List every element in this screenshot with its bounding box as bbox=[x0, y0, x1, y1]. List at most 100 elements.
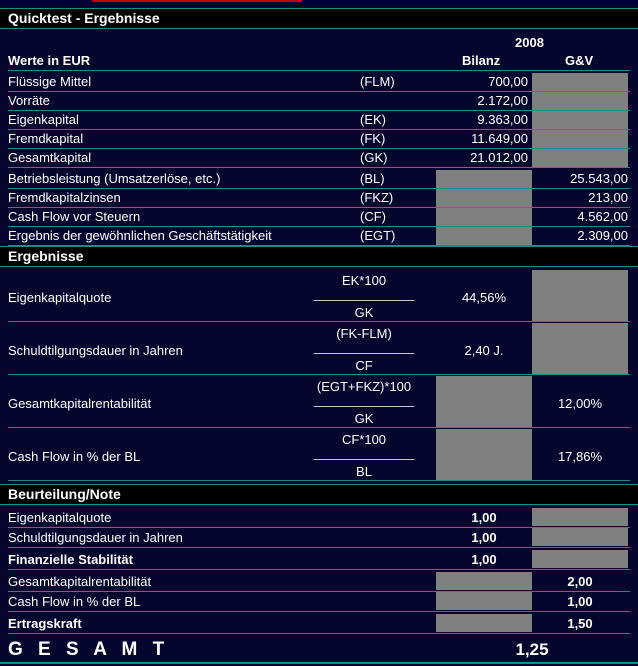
grey-cell bbox=[436, 429, 532, 480]
input-value-bilanz: 11.649,00 bbox=[471, 131, 528, 146]
row-divider bbox=[8, 188, 630, 189]
formula-fraction-line bbox=[314, 353, 414, 354]
row-divider bbox=[8, 110, 630, 111]
input-row-label: Cash Flow vor Steuern bbox=[8, 209, 141, 224]
section-header-ergebnisse: Ergebnisse bbox=[0, 246, 638, 267]
result-row-label: Eigenkapitalquote bbox=[8, 290, 112, 305]
row-divider bbox=[8, 245, 630, 246]
formula-denominator: GK bbox=[354, 305, 374, 320]
input-value-guv: 213,00 bbox=[588, 190, 628, 205]
rating-value-guv: 2,00 bbox=[567, 574, 593, 589]
rating-value-bilanz: 1,00 bbox=[471, 530, 497, 545]
row-divider bbox=[8, 374, 630, 375]
input-value-bilanz: 2.172,00 bbox=[477, 93, 528, 108]
formula-denominator: BL bbox=[356, 464, 372, 479]
total-value: 1,25 bbox=[515, 640, 549, 659]
input-row-label: Eigenkapital bbox=[8, 112, 79, 127]
row-divider bbox=[8, 167, 630, 168]
input-row-label: Fremdkapital bbox=[8, 131, 84, 146]
grey-cell bbox=[436, 572, 532, 590]
grey-cell bbox=[532, 111, 628, 129]
result-row-label: Cash Flow in % der BL bbox=[8, 449, 141, 464]
rating-value-guv: 1,50 bbox=[567, 616, 593, 631]
rating-row-label: Finanzielle Stabilität bbox=[8, 552, 133, 567]
top-strip bbox=[0, 0, 638, 4]
result-row-label: Schuldtilgungsdauer in Jahren bbox=[8, 343, 183, 358]
red-accent-line bbox=[92, 0, 302, 2]
formula-fraction-line bbox=[314, 459, 414, 460]
section-header-beurteilung: Beurteilung/Note bbox=[0, 484, 638, 505]
header-underline bbox=[8, 70, 630, 71]
result-value-bilanz: 2,40 J. bbox=[464, 343, 504, 358]
formula-numerator: EK*100 bbox=[341, 273, 387, 288]
row-divider bbox=[8, 569, 630, 570]
row-divider bbox=[8, 591, 630, 592]
grey-cell bbox=[436, 208, 532, 226]
row-divider bbox=[8, 547, 630, 548]
formula-numerator: (EGT+FKZ)*100 bbox=[316, 379, 412, 394]
input-value-guv: 25.543,00 bbox=[570, 171, 628, 186]
bottom-line bbox=[0, 662, 638, 664]
row-divider bbox=[8, 633, 630, 634]
result-value-guv: 17,86% bbox=[557, 449, 603, 464]
year-label: 2008 bbox=[515, 35, 544, 50]
column-header-guv: G&V bbox=[565, 53, 594, 68]
grey-cell bbox=[532, 508, 628, 526]
rating-row-label: Ertragskraft bbox=[8, 616, 82, 631]
rating-value-bilanz: 1,00 bbox=[471, 510, 497, 525]
rating-value-bilanz: 1,00 bbox=[471, 552, 497, 567]
grey-cell bbox=[532, 149, 628, 167]
input-value-guv: 4.562,00 bbox=[577, 209, 628, 224]
rating-row-label: Cash Flow in % der BL bbox=[8, 594, 141, 609]
formula-fraction-line bbox=[314, 300, 414, 301]
grey-cell bbox=[436, 189, 532, 207]
input-row-label: Gesamtkapital bbox=[8, 150, 92, 165]
formula-numerator: (FK-FLM) bbox=[336, 326, 392, 341]
grey-cell bbox=[532, 130, 628, 148]
input-row-abbr: (FKZ) bbox=[360, 190, 394, 205]
input-value-bilanz: 9.363,00 bbox=[477, 112, 528, 127]
row-divider bbox=[8, 611, 630, 612]
input-row-abbr: (EGT) bbox=[360, 228, 396, 243]
rating-row-label: Eigenkapitalquote bbox=[8, 510, 112, 525]
input-row-abbr: (FLM) bbox=[360, 74, 395, 89]
formula-denominator: GK bbox=[354, 411, 374, 426]
total-label: G E S A M T bbox=[8, 639, 170, 660]
grey-cell bbox=[532, 550, 628, 568]
input-row-abbr: (BL) bbox=[360, 171, 385, 186]
result-value-guv: 12,00% bbox=[557, 396, 603, 411]
input-row-label: Vorräte bbox=[8, 93, 50, 108]
input-row-abbr: (CF) bbox=[360, 209, 386, 224]
input-row-abbr: (EK) bbox=[360, 112, 386, 127]
input-row-abbr: (GK) bbox=[360, 150, 388, 165]
input-value-bilanz: 700,00 bbox=[488, 74, 528, 89]
row-divider bbox=[8, 480, 630, 481]
input-value-guv: 2.309,00 bbox=[577, 228, 628, 243]
page-title: Quicktest - Ergebnisse bbox=[0, 8, 638, 29]
currency-label: Werte in EUR bbox=[8, 53, 91, 68]
row-divider bbox=[8, 321, 630, 322]
grey-cell bbox=[532, 92, 628, 110]
grey-cell bbox=[436, 376, 532, 427]
row-divider bbox=[8, 129, 630, 130]
row-divider bbox=[8, 207, 630, 208]
rating-row-label: Gesamtkapitalrentabilität bbox=[8, 574, 152, 589]
row-divider bbox=[8, 91, 630, 92]
column-header-bilanz: Bilanz bbox=[462, 53, 501, 68]
input-row-label: Fremdkapitalzinsen bbox=[8, 190, 121, 205]
row-divider bbox=[8, 148, 630, 149]
row-divider bbox=[8, 427, 630, 428]
input-value-bilanz: 21.012,00 bbox=[470, 150, 528, 165]
formula-denominator: CF bbox=[355, 358, 373, 373]
rating-row-label: Schuldtilgungsdauer in Jahren bbox=[8, 530, 183, 545]
input-row-label: Ergebnis der gewöhnlichen Geschäftstätig… bbox=[8, 228, 272, 243]
input-row-abbr: (FK) bbox=[360, 131, 386, 146]
formula-numerator: CF*100 bbox=[341, 432, 387, 447]
result-value-bilanz: 44,56% bbox=[461, 290, 507, 305]
result-row-label: Gesamtkapitalrentabilität bbox=[8, 396, 152, 411]
grey-cell bbox=[532, 73, 628, 91]
grey-cell bbox=[436, 614, 532, 632]
grey-cell bbox=[532, 323, 628, 374]
formula-fraction-line bbox=[314, 406, 414, 407]
grey-cell bbox=[532, 528, 628, 546]
